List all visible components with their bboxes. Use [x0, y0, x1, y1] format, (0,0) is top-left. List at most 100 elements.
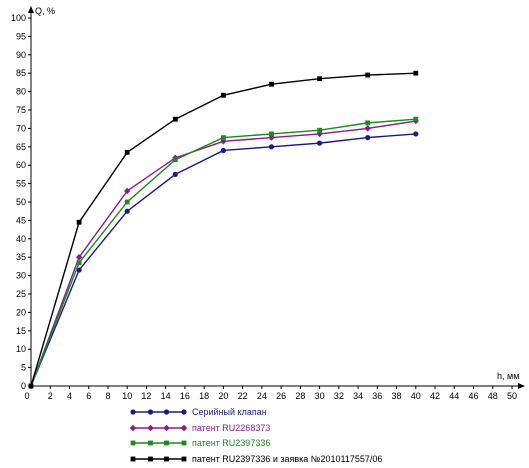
y-axis-label: Q, %: [35, 6, 55, 16]
legend-item: патент RU2268373: [129, 423, 270, 433]
legend-marker: [181, 409, 187, 415]
legend-item: Серийный клапан: [130, 407, 267, 417]
legend-item: патент RU2397336 и заявка №2010117557/06: [130, 454, 382, 464]
data-point: [221, 92, 226, 98]
y-tick-label: 95: [16, 31, 26, 41]
x-tick-label: 24: [257, 391, 267, 401]
data-point: [221, 135, 226, 140]
legend-marker: [164, 456, 169, 462]
data-point: [365, 72, 371, 78]
data-point: [413, 70, 419, 76]
x-tick-label: 0: [24, 391, 29, 401]
x-tick-label: 20: [218, 391, 228, 401]
x-tick-label: 18: [199, 391, 209, 401]
y-tick-label: 65: [16, 142, 26, 152]
y-tick-label: 15: [16, 326, 26, 336]
y-tick-label: 5: [21, 363, 26, 373]
legend-marker: [147, 409, 154, 415]
x-tick-label: 4: [67, 391, 72, 401]
data-point: [317, 140, 323, 146]
x-tick-label: 12: [141, 391, 151, 401]
data-point: [364, 125, 371, 132]
legend-marker: [130, 440, 136, 446]
y-tick-label: 85: [16, 68, 26, 78]
y-tick-label: 60: [16, 160, 26, 170]
legend-marker: [148, 440, 153, 446]
data-point: [317, 76, 322, 82]
series-4: [28, 70, 419, 389]
y-tick-label: 30: [16, 271, 26, 281]
x-tick-label: 30: [315, 391, 325, 401]
x-axis-arrow: [518, 383, 525, 389]
x-tick-label: 2: [48, 391, 53, 401]
y-tick-label: 70: [16, 123, 26, 133]
data-point: [76, 219, 82, 225]
series-line: [30, 72, 416, 387]
legend-marker: [130, 409, 136, 415]
y-tick-label: 50: [16, 197, 26, 207]
series-group: [27, 70, 419, 390]
series-line: [30, 118, 416, 387]
legend-item: патент RU2397336: [130, 438, 270, 448]
y-tick-label: 0: [21, 381, 26, 391]
series-line: [30, 120, 416, 387]
legend-marker: [163, 409, 170, 415]
data-point: [365, 120, 371, 126]
data-point: [76, 267, 82, 273]
data-point: [76, 260, 82, 266]
legend-marker: [180, 424, 188, 432]
y-tick-label: 35: [16, 252, 26, 262]
y-tick-label: 10: [16, 344, 26, 354]
series-3: [28, 116, 419, 389]
data-point: [317, 127, 322, 133]
data-point: [172, 116, 178, 122]
data-point: [269, 131, 274, 137]
x-tick-label: 26: [276, 391, 286, 401]
legend-label: патент RU2397336: [192, 438, 270, 448]
data-point: [124, 199, 130, 205]
data-point: [124, 149, 130, 155]
series-1: [28, 131, 419, 389]
legend-marker: [130, 456, 136, 462]
x-tick-label: 22: [238, 391, 248, 401]
x-tick-label: 42: [430, 391, 440, 401]
legend-marker: [147, 424, 154, 432]
data-point: [413, 116, 419, 122]
y-tick-label: 45: [16, 215, 26, 225]
legend-label: Серийный клапан: [192, 407, 267, 417]
data-point: [124, 187, 131, 195]
x-tick-label: 16: [180, 391, 190, 401]
legend-marker: [164, 440, 169, 446]
legend-label: патент RU2268373: [192, 423, 270, 433]
data-point: [172, 171, 178, 177]
legend-marker: [181, 456, 187, 462]
x-tick-label: 36: [372, 391, 382, 401]
legend-marker: [163, 424, 170, 432]
y-tick-label: 80: [16, 87, 26, 97]
x-tick-label: 38: [392, 391, 402, 401]
x-ticks: 0 2 4 6 8 10 12 14 16 18 20 22 24 26 28 30 32 34 36 38 40 42 4…: [24, 386, 517, 401]
data-point: [28, 383, 34, 389]
y-tick-label: 55: [16, 179, 26, 189]
legend-marker: [148, 456, 153, 462]
y-axis-arrow: [28, 6, 34, 13]
x-tick-label: 44: [449, 391, 459, 401]
x-tick-label: 14: [161, 391, 171, 401]
y-tick-label: 25: [16, 289, 26, 299]
legend-label: патент RU2397336 и заявка №2010117557/06: [192, 454, 382, 464]
x-axis-label: h, мм: [497, 371, 519, 381]
data-point: [413, 131, 419, 137]
data-point: [124, 208, 130, 214]
series-line: [30, 133, 416, 387]
x-tick-label: 40: [411, 391, 421, 401]
axes: Q, % h, мм: [28, 6, 525, 389]
x-tick-label: 46: [469, 391, 479, 401]
data-point: [365, 135, 371, 141]
x-tick-label: 34: [353, 391, 363, 401]
data-point: [220, 147, 226, 154]
y-tick-label: 75: [16, 105, 26, 115]
y-tick-label: 20: [16, 307, 26, 317]
y-tick-label: 40: [16, 234, 26, 244]
x-tick-label: 50: [507, 391, 517, 401]
